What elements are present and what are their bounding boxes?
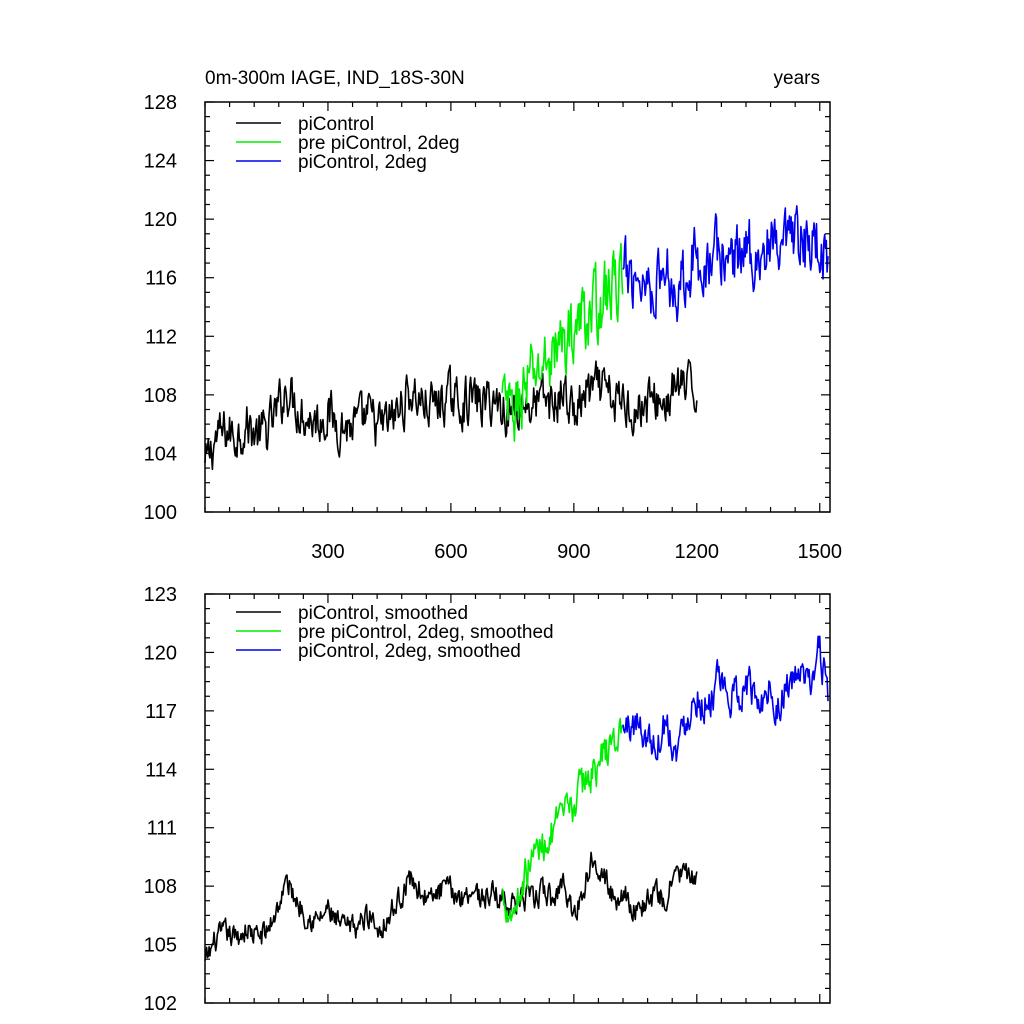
y-tick-label: 128: [144, 92, 177, 114]
y-tick-label: 112: [145, 326, 177, 348]
y-tick-label: 105: [144, 935, 177, 957]
y-tick-label: 123: [144, 584, 177, 606]
top-panel: 0m-300m IAGE, IND_18S-30N years 300 600 90…: [144, 68, 842, 563]
y-tick-label: 111: [147, 818, 177, 840]
y-tick-label: 104: [144, 443, 177, 465]
series-line-0: [204, 851, 698, 961]
x-tick-label: 900: [557, 541, 590, 563]
legend-label-1: pre piControl, 2deg, smoothed: [298, 622, 554, 643]
x-tick-label: 1500: [798, 541, 843, 563]
series-line-1: [501, 717, 624, 923]
bottom-panel-axes: 102 105 108 111 114 117 120 123: [144, 584, 831, 1015]
top-panel-axes: 300 600 900 1200 1500 100 104 108 112 116 120 124 12…: [144, 92, 842, 563]
y-tick-label: 108: [144, 385, 177, 407]
y-tick-label: 120: [144, 209, 177, 231]
top-panel-units: years: [774, 68, 820, 89]
series-line-2: [622, 635, 829, 762]
y-tick-label: 124: [144, 151, 177, 173]
y-tick-label: 108: [144, 876, 177, 898]
x-tick-label: 300: [311, 541, 344, 563]
y-tick-label: 117: [145, 701, 177, 723]
legend-label-0: piControl, smoothed: [298, 603, 468, 624]
y-tick-label: 100: [144, 502, 177, 524]
top-panel-title: 0m-300m IAGE, IND_18S-30N: [205, 68, 465, 89]
y-tick-label: 116: [145, 268, 177, 290]
legend-label-0: piControl: [298, 114, 374, 135]
bottom-panel: 102 105 108 111 114 117 120 123 piControl, smoo…: [144, 584, 831, 1015]
y-tick-label: 120: [144, 642, 177, 664]
y-tick-label: 114: [145, 759, 177, 781]
series-line-2: [622, 205, 829, 323]
legend-label-1: pre piControl, 2deg: [298, 133, 460, 154]
top-panel-series: [204, 205, 829, 471]
series-line-1: [501, 242, 624, 442]
x-tick-label: 600: [434, 541, 467, 563]
legend-label-2: piControl, 2deg, smoothed: [298, 641, 521, 662]
x-tick-label: 1200: [675, 541, 720, 563]
bottom-panel-series: [204, 635, 829, 961]
legend-label-2: piControl, 2deg: [298, 152, 427, 173]
series-line-0: [204, 358, 698, 471]
y-tick-label: 102: [144, 993, 177, 1015]
